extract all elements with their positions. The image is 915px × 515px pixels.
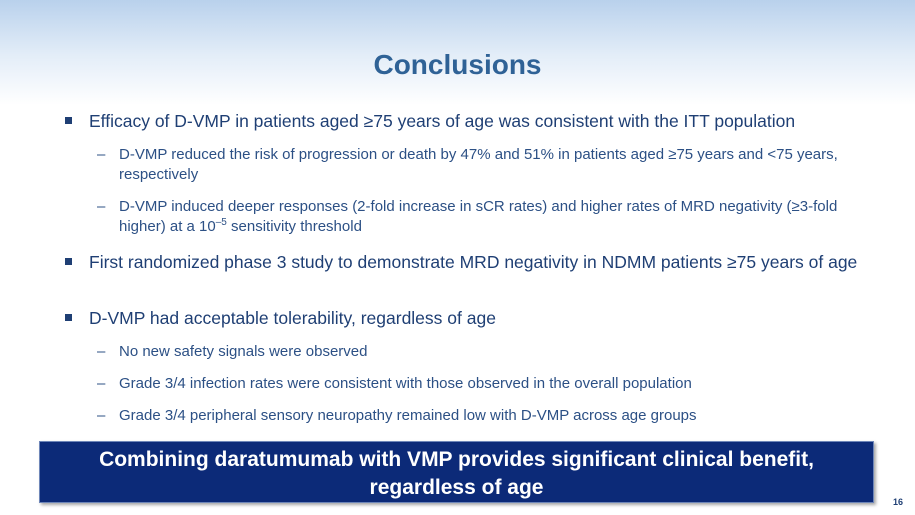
slide-title: Conclusions	[373, 49, 542, 80]
sub-bullet-text: D-VMP reduced the risk of progression or…	[119, 146, 838, 183]
square-bullet-icon	[65, 258, 72, 265]
square-bullet-icon	[65, 117, 72, 124]
sub-bullet-neuropathy: – Grade 3/4 peripheral sensory neuropath…	[97, 406, 869, 426]
sub-bullet-text: D-VMP induced deeper responses (2-fold i…	[119, 198, 838, 235]
sub-bullet-text: No new safety signals were observed	[119, 343, 368, 360]
sub-bullet-text-tail: sensitivity threshold	[226, 218, 362, 235]
bullet-efficacy: Efficacy of D-VMP in patients aged ≥75 y…	[65, 110, 879, 132]
dash-bullet-icon: –	[97, 343, 106, 360]
sub-bullet-deeper-responses: – D-VMP induced deeper responses (2-fold…	[97, 197, 869, 237]
sub-bullet-no-signals: – No new safety signals were observed	[97, 342, 869, 362]
bullet-tolerability: D-VMP had acceptable tolerability, regar…	[65, 307, 879, 329]
bullet-text: First randomized phase 3 study to demons…	[89, 252, 858, 272]
dash-bullet-icon: –	[97, 375, 106, 392]
dash-bullet-icon: –	[97, 198, 106, 215]
conclusion-banner: Combining daratumumab with VMP provides …	[39, 441, 874, 503]
banner-line-1: Combining daratumumab with VMP provides …	[99, 448, 814, 471]
superscript-exponent: –5	[215, 217, 227, 228]
bullet-text: Efficacy of D-VMP in patients aged ≥75 y…	[89, 111, 796, 131]
dash-bullet-icon: –	[97, 407, 106, 424]
page-number: 16	[893, 497, 904, 507]
dash-bullet-icon: –	[97, 146, 106, 163]
bullet-first-study: First randomized phase 3 study to demons…	[65, 251, 879, 273]
square-bullet-icon	[65, 314, 72, 321]
sub-bullet-infection-rates: – Grade 3/4 infection rates were consist…	[97, 374, 869, 394]
bullet-text: D-VMP had acceptable tolerability, regar…	[89, 308, 496, 328]
sub-bullet-risk-reduction: – D-VMP reduced the risk of progression …	[97, 145, 869, 185]
sub-bullet-text: Grade 3/4 infection rates were consisten…	[119, 375, 692, 392]
banner-line-2: regardless of age	[369, 476, 544, 499]
sub-bullet-text: Grade 3/4 peripheral sensory neuropathy …	[119, 407, 697, 424]
